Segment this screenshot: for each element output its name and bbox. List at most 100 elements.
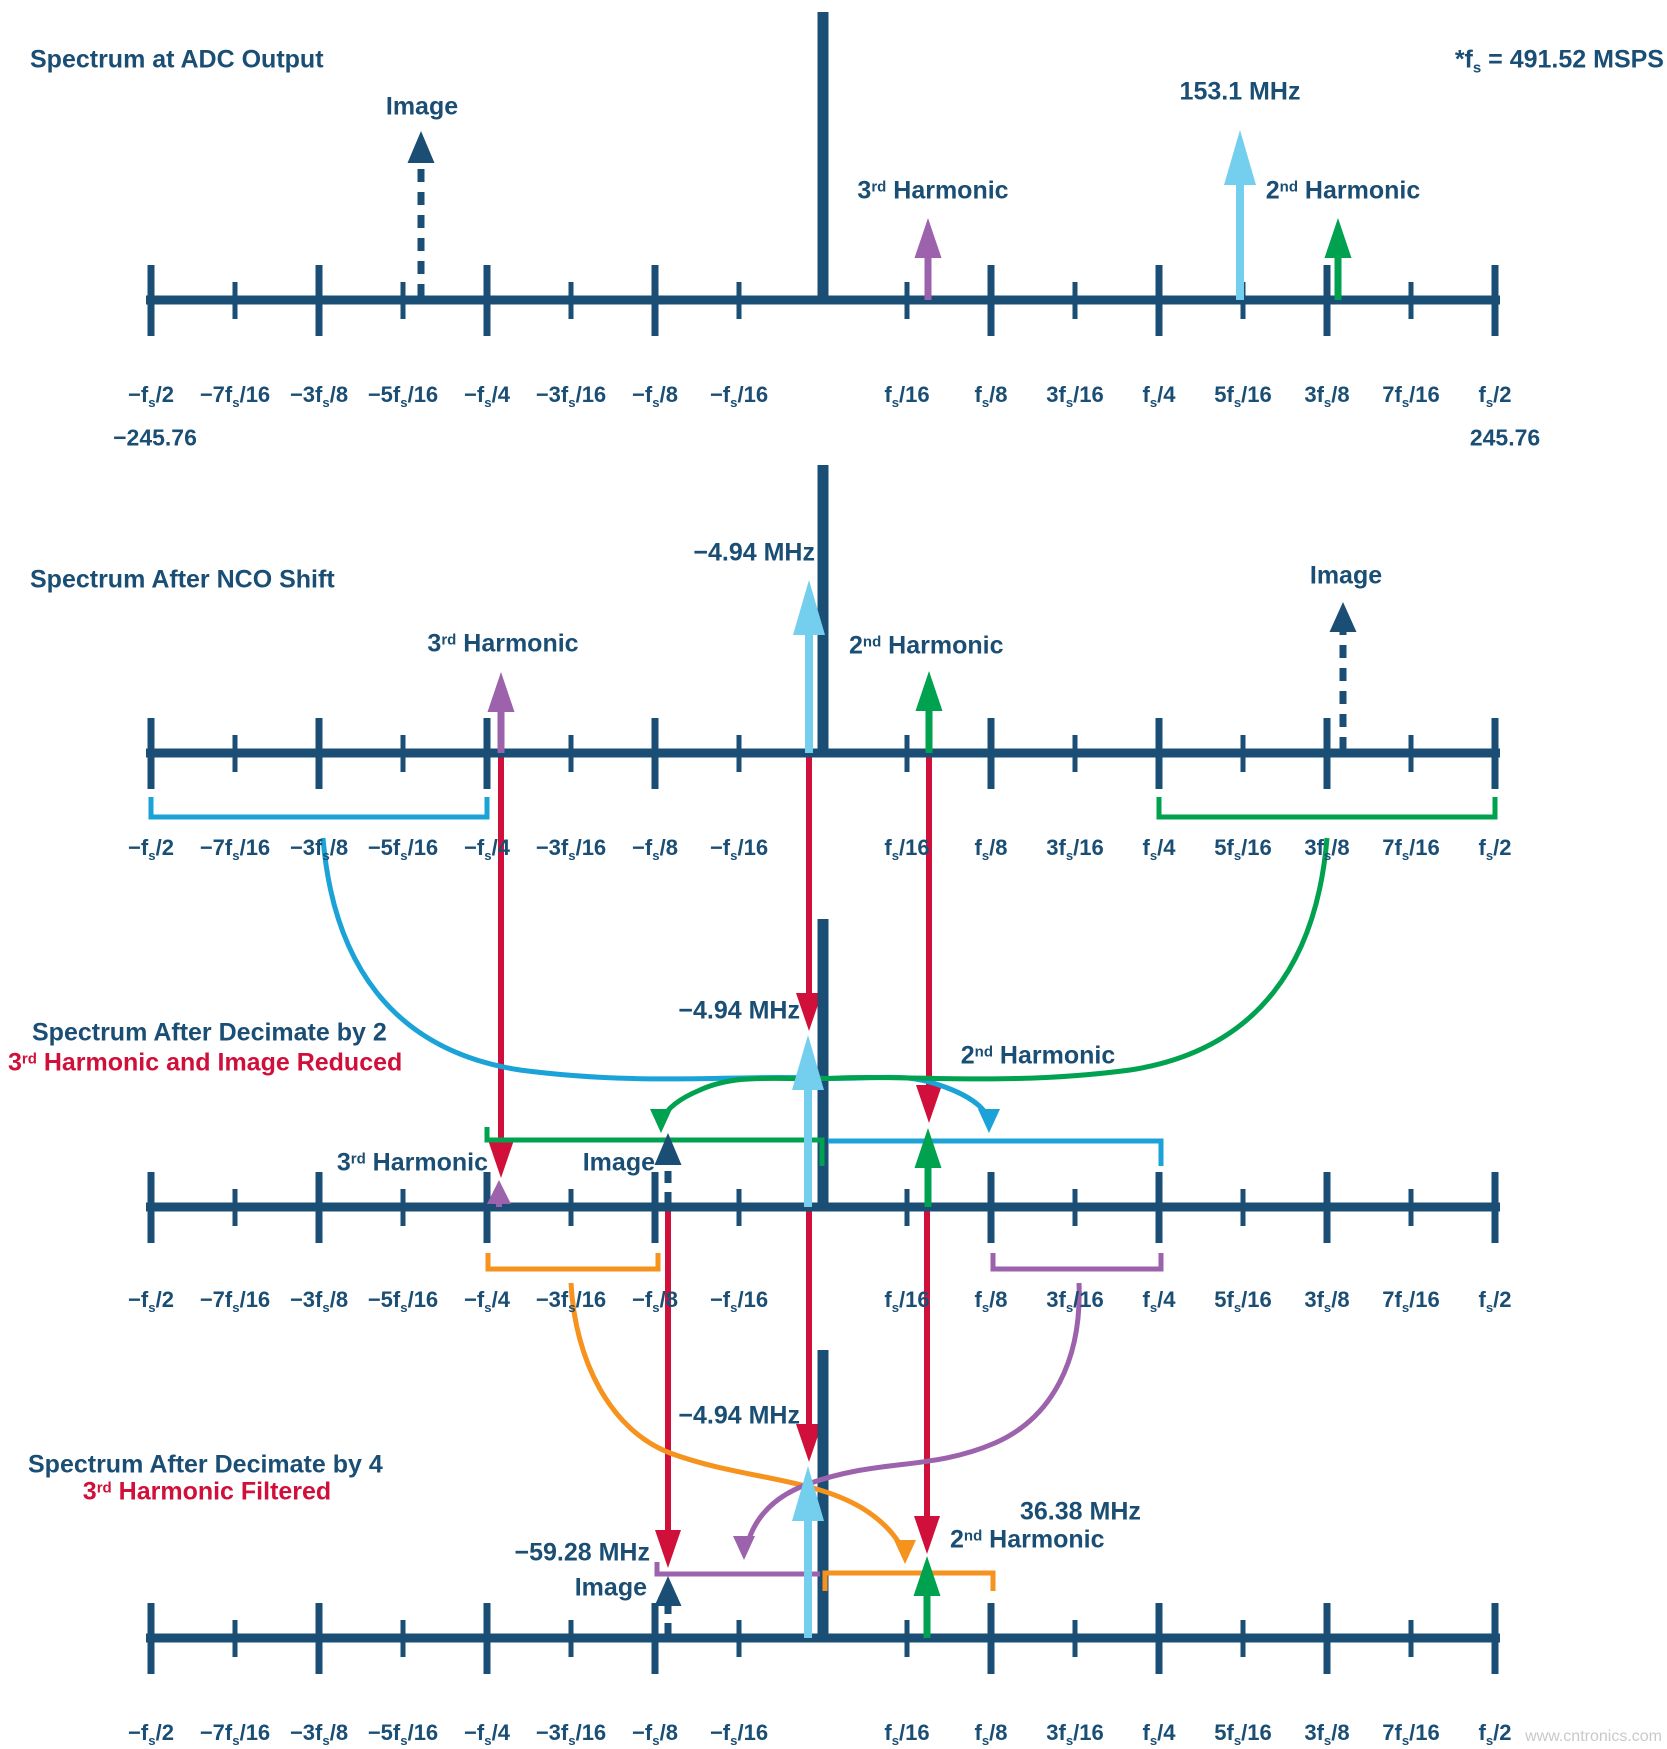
tick-label: −fs/16 xyxy=(709,1720,769,1748)
tick-label: −3fs/16 xyxy=(535,1287,607,1315)
tick-label: −fs/4 xyxy=(464,1720,510,1748)
tick-label: −fs/8 xyxy=(632,1287,678,1315)
tick-label: 3fs/8 xyxy=(1304,1720,1350,1748)
panel2-title: Spectrum After NCO Shift xyxy=(30,565,335,594)
tick-label: 5fs/16 xyxy=(1214,835,1272,863)
panel1-title: Spectrum at ADC Output xyxy=(30,45,324,74)
tick-label: fs/4 xyxy=(1142,835,1176,863)
panel1-third-harmonic-label: 3rd Harmonic xyxy=(857,176,1009,205)
tick-label: −7fs/16 xyxy=(199,1720,271,1748)
tick-label: 3fs/16 xyxy=(1046,1287,1104,1315)
panel4-arrows xyxy=(654,1466,941,1638)
tick-label: −5fs/16 xyxy=(367,1720,439,1748)
axis-right-value: 245.76 xyxy=(1469,424,1541,451)
tick-label: fs/2 xyxy=(1478,835,1512,863)
tick-label: fs/8 xyxy=(974,1720,1008,1748)
panel3-arrows xyxy=(487,1035,942,1207)
tick-label: −3fs/8 xyxy=(289,382,349,410)
aliasing-curves xyxy=(320,837,1330,1564)
panel4-subtitle: 3rd Harmonic Filtered xyxy=(82,1477,332,1506)
panel4-image-frequency-label: −59.28 MHz xyxy=(514,1538,651,1567)
tick-label: fs/16 xyxy=(884,382,930,410)
panel3-third-harmonic-label: 3rd Harmonic xyxy=(336,1148,488,1177)
tick-label: −fs/2 xyxy=(128,835,174,863)
tick-label: 3fs/16 xyxy=(1046,382,1104,410)
tick-label: fs/2 xyxy=(1478,1720,1512,1748)
panel1-image-label: Image xyxy=(385,92,459,121)
tick-label: 5fs/16 xyxy=(1214,382,1272,410)
panel2-arrows xyxy=(487,580,1357,753)
tick-label: 7fs/16 xyxy=(1382,1287,1440,1315)
tick-label: −fs/16 xyxy=(709,835,769,863)
tick-label: −3fs/16 xyxy=(535,1720,607,1748)
tick-label: fs/4 xyxy=(1142,382,1176,410)
sample-rate-note: *fs = 491.52 MSPS xyxy=(1454,45,1664,77)
tick-label: −3fs/16 xyxy=(535,382,607,410)
axis-left-value: −245.76 xyxy=(113,424,197,451)
tick-label: 5fs/16 xyxy=(1214,1720,1272,1748)
watermark: www.cntronics.com xyxy=(1525,1728,1662,1745)
panel4-second-harmonic-label: 2nd Harmonic xyxy=(950,1525,1105,1554)
panel1-arrows xyxy=(407,130,1352,300)
tick-label: 5fs/16 xyxy=(1214,1287,1272,1315)
tick-label: −fs/2 xyxy=(128,382,174,410)
tick-label: −5fs/16 xyxy=(367,1287,439,1315)
tick-label: −7fs/16 xyxy=(199,1287,271,1315)
tick-label: −3fs/16 xyxy=(535,835,607,863)
tick-label: 7fs/16 xyxy=(1382,835,1440,863)
tick-label: −5fs/16 xyxy=(367,382,439,410)
tick-label: fs/2 xyxy=(1478,382,1512,410)
panel3-image-label: Image xyxy=(582,1148,655,1177)
tick-label: fs/8 xyxy=(974,382,1008,410)
tick-label: fs/16 xyxy=(884,1287,930,1315)
tick-label: fs/8 xyxy=(974,835,1008,863)
tick-label: fs/2 xyxy=(1478,1287,1512,1315)
tick-label: −fs/2 xyxy=(128,1720,174,1748)
tick-label: −fs/8 xyxy=(632,1720,678,1748)
band-brackets xyxy=(148,797,1498,1591)
panel3-fundamental-label: −4.94 MHz xyxy=(678,996,800,1025)
tick-label: −3fs/8 xyxy=(289,835,349,863)
tick-label: 3fs/8 xyxy=(1304,835,1350,863)
tick-label: fs/16 xyxy=(884,1720,930,1748)
tick-label: 7fs/16 xyxy=(1382,1720,1440,1748)
tick-label: −fs/8 xyxy=(632,835,678,863)
panel3-title: Spectrum After Decimate by 2 xyxy=(32,1018,387,1047)
panel2-third-harmonic-label: 3rd Harmonic xyxy=(427,629,579,658)
tick-label: −5fs/16 xyxy=(367,835,439,863)
panel4-fundamental-label: −4.94 MHz xyxy=(678,1401,800,1430)
red-connector-arrows xyxy=(488,753,942,1568)
frequency-axes xyxy=(146,12,1500,1674)
tick-label: −fs/16 xyxy=(709,382,769,410)
tick-label: fs/8 xyxy=(974,1287,1008,1315)
panel3-subtitle: 3rd Harmonic and Image Reduced xyxy=(8,1048,403,1077)
tick-label: −fs/16 xyxy=(709,1287,769,1315)
tick-label: 3fs/16 xyxy=(1046,835,1104,863)
panel3-second-harmonic-label: 2nd Harmonic xyxy=(960,1041,1116,1070)
tick-label: 7fs/16 xyxy=(1382,382,1440,410)
panel1-fundamental-label: 153.1 MHz xyxy=(1179,77,1301,106)
tick-label: fs/4 xyxy=(1142,1720,1176,1748)
tick-label: −3fs/8 xyxy=(289,1720,349,1748)
tick-label: fs/16 xyxy=(884,835,930,863)
tick-label: −fs/4 xyxy=(464,382,510,410)
tick-label: 3fs/8 xyxy=(1304,382,1350,410)
tick-label: −fs/4 xyxy=(464,1287,510,1315)
panel1-second-harmonic-label: 2nd Harmonic xyxy=(1265,176,1421,205)
panel2-image-label: Image xyxy=(1309,561,1383,590)
tick-label: −3fs/8 xyxy=(289,1287,349,1315)
tick-label: −fs/4 xyxy=(464,835,510,863)
tick-label: −7fs/16 xyxy=(199,835,271,863)
tick-label: −fs/8 xyxy=(632,382,678,410)
tick-label: 3fs/8 xyxy=(1304,1287,1350,1315)
panel4-image-label: Image xyxy=(574,1573,647,1602)
tick-label: fs/4 xyxy=(1142,1287,1176,1315)
panel4-second-harmonic-frequency-label: 36.38 MHz xyxy=(1020,1497,1141,1526)
panel2-fundamental-label: −4.94 MHz xyxy=(693,538,815,567)
tick-label: −fs/2 xyxy=(128,1287,174,1315)
tick-label: −7fs/16 xyxy=(199,382,271,410)
panel4-title: Spectrum After Decimate by 4 xyxy=(28,1450,383,1479)
tick-label: 3fs/16 xyxy=(1046,1720,1104,1748)
